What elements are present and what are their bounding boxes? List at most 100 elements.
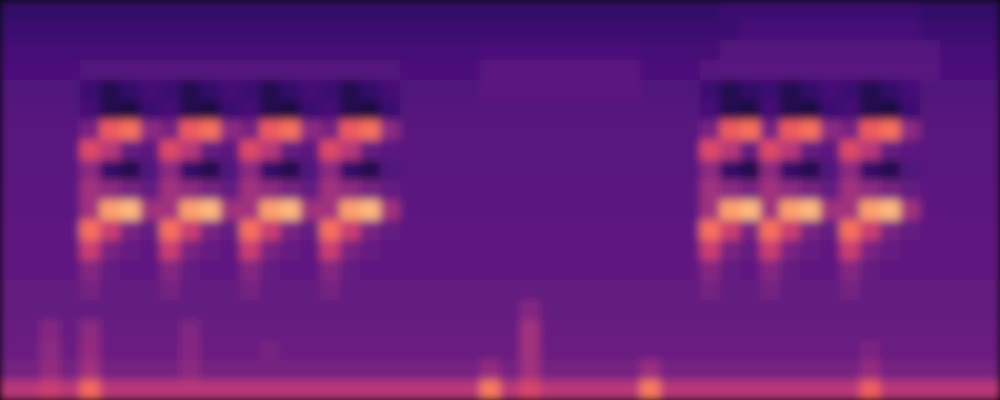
- heatmap-cell: [220, 40, 241, 61]
- heatmap-cell: [640, 80, 661, 101]
- heatmap-cell: [680, 60, 701, 81]
- heatmap-cell: [820, 340, 841, 361]
- heatmap-cell: [460, 220, 481, 241]
- heatmap-cell: [560, 160, 581, 181]
- heatmap-cell: [200, 260, 221, 281]
- heatmap-cell: [960, 60, 981, 81]
- heatmap-cell: [220, 60, 241, 81]
- heatmap-cell: [620, 20, 641, 41]
- heatmap-cell: [600, 340, 621, 361]
- heatmap-cell: [680, 340, 701, 361]
- heatmap-cell: [40, 340, 61, 361]
- heatmap-cell: [280, 340, 301, 361]
- heatmap-cell: [120, 120, 141, 141]
- heatmap-cell: [900, 240, 921, 261]
- heatmap-cell: [560, 60, 581, 81]
- heatmap-cell: [140, 300, 161, 321]
- heatmap-cell: [240, 200, 261, 221]
- heatmap-cell: [280, 360, 301, 381]
- heatmap-cell: [400, 380, 421, 400]
- heatmap-cell: [960, 360, 981, 381]
- heatmap-cell: [540, 120, 561, 141]
- heatmap-cell: [660, 260, 681, 281]
- heatmap-cell: [480, 140, 501, 161]
- heatmap-cell: [700, 220, 721, 241]
- heatmap-cell: [920, 120, 941, 141]
- heatmap-cell: [680, 100, 701, 121]
- heatmap-cell: [500, 380, 521, 400]
- heatmap-cell: [160, 280, 181, 301]
- heatmap-cell: [920, 160, 941, 181]
- heatmap-cell: [320, 160, 341, 181]
- heatmap-cell: [300, 340, 321, 361]
- heatmap-cell: [520, 180, 541, 201]
- heatmap-cell: [600, 0, 621, 21]
- heatmap-cell: [660, 180, 681, 201]
- heatmap-cell: [40, 200, 61, 221]
- heatmap-cell: [820, 20, 841, 41]
- heatmap-cell: [560, 80, 581, 101]
- heatmap-cell: [140, 280, 161, 301]
- heatmap-cell: [520, 160, 541, 181]
- heatmap-cell: [480, 240, 501, 261]
- heatmap-cell: [360, 80, 381, 101]
- heatmap-cell: [920, 20, 941, 41]
- heatmap-cell: [700, 120, 721, 141]
- heatmap-cell: [960, 180, 981, 201]
- heatmap-cell: [240, 20, 261, 41]
- heatmap-cell: [520, 0, 541, 21]
- heatmap-cell: [580, 380, 601, 400]
- heatmap-cell: [240, 260, 261, 281]
- heatmap-cell: [320, 340, 341, 361]
- heatmap-cell: [60, 260, 81, 281]
- heatmap-cell: [740, 300, 761, 321]
- heatmap-cell: [400, 140, 421, 161]
- heatmap-cell: [600, 100, 621, 121]
- heatmap-cell: [160, 320, 181, 341]
- heatmap-cell: [920, 260, 941, 281]
- heatmap-cell: [500, 180, 521, 201]
- heatmap-cell: [60, 140, 81, 161]
- heatmap-cell: [260, 180, 281, 201]
- heatmap-cell: [960, 340, 981, 361]
- heatmap-cell: [240, 60, 261, 81]
- heatmap-cell: [800, 120, 821, 141]
- heatmap-cell: [820, 320, 841, 341]
- heatmap-cell: [120, 200, 141, 221]
- heatmap-cell: [440, 40, 461, 61]
- heatmap-cell: [280, 120, 301, 141]
- heatmap-cell: [700, 200, 721, 221]
- heatmap-cell: [920, 360, 941, 381]
- heatmap-cell: [120, 280, 141, 301]
- heatmap-cell: [540, 20, 561, 41]
- heatmap-cell: [760, 380, 781, 400]
- heatmap-cell: [520, 220, 541, 241]
- heatmap-cell: [160, 200, 181, 221]
- heatmap-cell: [680, 240, 701, 261]
- heatmap-cell: [760, 180, 781, 201]
- heatmap-cell: [200, 240, 221, 261]
- heatmap-cell: [700, 260, 721, 281]
- heatmap-cell: [380, 80, 401, 101]
- heatmap-cell: [100, 200, 121, 221]
- heatmap-cell: [520, 80, 541, 101]
- heatmap-cell: [40, 300, 61, 321]
- heatmap-cell: [780, 120, 801, 141]
- heatmap-cell: [340, 20, 361, 41]
- heatmap-cell: [440, 160, 461, 181]
- heatmap-cell: [580, 60, 601, 81]
- heatmap-cell: [200, 160, 221, 181]
- heatmap-cell: [780, 0, 801, 21]
- heatmap-cell: [800, 360, 821, 381]
- heatmap-cell: [380, 200, 401, 221]
- heatmap-cell: [580, 160, 601, 181]
- heatmap-cell: [80, 340, 101, 361]
- heatmap-cell: [440, 220, 461, 241]
- heatmap-cell: [20, 180, 41, 201]
- heatmap-cell: [680, 140, 701, 161]
- heatmap-cell: [400, 300, 421, 321]
- heatmap-cell: [320, 300, 341, 321]
- heatmap-cells: [0, 0, 1000, 400]
- heatmap-cell: [460, 60, 481, 81]
- heatmap-cell: [980, 320, 1000, 341]
